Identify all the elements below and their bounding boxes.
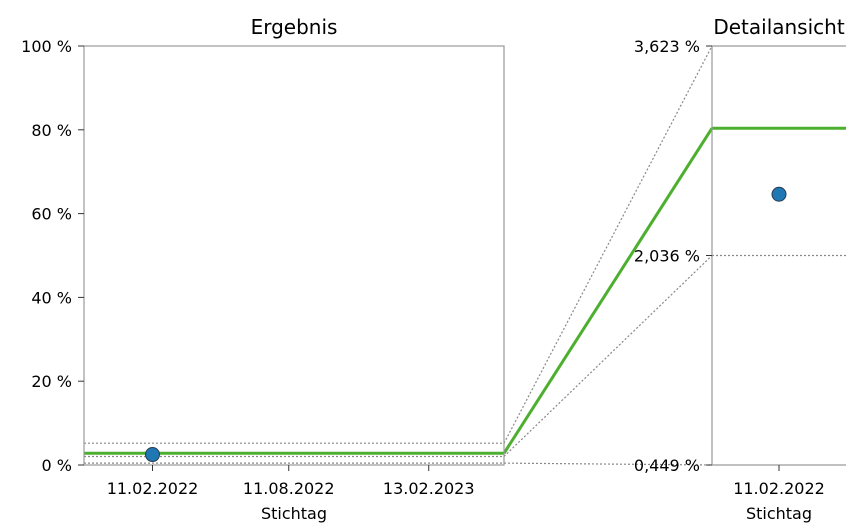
main-x-axis-ticks: 11.02.2022 11.08.2022 13.02.2023 <box>107 465 475 498</box>
detail-y-axis-ticks: 0,449 % 2,036 % 3,623 % <box>634 37 712 475</box>
series-connector-line <box>502 127 714 455</box>
main-y-tick-label: 20 % <box>31 372 72 391</box>
main-panel: 0 % 20 % 40 % 60 % 80 % 100 % 11.02.2022 11.08… <box>21 15 505 523</box>
main-y-tick-label: 100 % <box>21 37 72 56</box>
detail-x-axis-ticks: 11.02.2022 <box>733 465 825 498</box>
detail-chart-title: Detailansicht <box>713 15 844 39</box>
detail-y-tick-label: 3,623 % <box>634 37 700 56</box>
main-x-tick-label: 11.02.2022 <box>107 479 199 498</box>
main-y-tick-label: 40 % <box>31 288 72 307</box>
main-x-tick-label: 13.02.2023 <box>383 479 475 498</box>
main-x-axis-label: Stichtag <box>261 504 327 523</box>
zoom-connector-line <box>503 255 713 457</box>
detail-panel: 0,449 % 2,036 % 3,623 % 11.02.2022 Detaila… <box>634 15 846 523</box>
zoom-connector-line <box>503 462 713 466</box>
detail-y-tick-label: 2,036 % <box>634 247 700 266</box>
main-x-tick-label: 11.08.2022 <box>243 479 335 498</box>
main-chart-title: Ergebnis <box>251 15 338 39</box>
zoom-connectors <box>502 45 714 466</box>
zoom-connector-line <box>503 45 713 444</box>
main-y-tick-label: 60 % <box>31 205 72 224</box>
main-y-tick-label: 80 % <box>31 121 72 140</box>
detail-y-tick-label: 0,449 % <box>634 456 700 475</box>
main-y-tick-label: 0 % <box>42 456 72 475</box>
detail-points <box>771 186 787 202</box>
detail-data-point <box>771 186 787 202</box>
detail-x-tick-label: 11.02.2022 <box>733 479 825 498</box>
main-data-point <box>144 447 160 463</box>
main-plot-frame <box>83 45 505 466</box>
main-y-axis-ticks: 0 % 20 % 40 % 60 % 80 % 100 % <box>21 37 84 475</box>
detail-x-axis-label: Stichtag <box>746 504 812 523</box>
main-points <box>144 447 160 463</box>
